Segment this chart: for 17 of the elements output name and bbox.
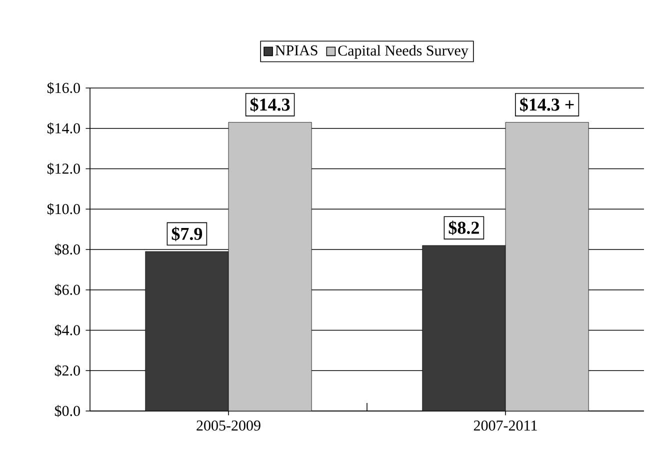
y-tick-label: $0.0 <box>54 405 80 418</box>
legend-label: NPIAS <box>275 45 318 56</box>
y-tick-label: $16.0 <box>47 82 80 94</box>
data-label: $7.9 <box>172 226 202 242</box>
y-tick-label: $10.0 <box>47 203 80 216</box>
data-label: $8.2 <box>448 220 479 236</box>
y-tick-label: $14.0 <box>47 122 80 134</box>
data-label: $14.3 <box>250 98 290 112</box>
y-tick-label: $4.0 <box>54 324 80 336</box>
legend-label: Capital Needs Survey <box>338 45 468 59</box>
data-label: $14.3 + <box>520 98 574 112</box>
y-tick-label: $12.0 <box>47 162 80 175</box>
y-tick-label: $8.0 <box>54 244 80 256</box>
y-tick-label: $2.0 <box>54 364 80 377</box>
y-tick-label: $6.0 <box>54 284 80 296</box>
x-tick-label: 2005-2009 <box>196 420 260 431</box>
x-tick-label: 2007-2011 <box>474 420 537 431</box>
